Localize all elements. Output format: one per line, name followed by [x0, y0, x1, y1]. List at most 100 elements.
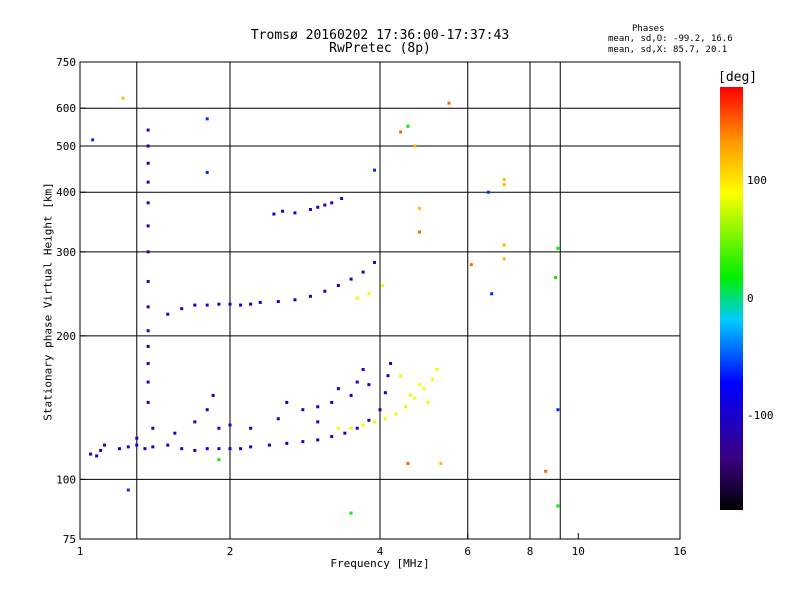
- data-point: [239, 303, 243, 307]
- x-tick-label: 1: [77, 545, 84, 558]
- data-point: [146, 128, 150, 132]
- data-point: [180, 307, 184, 311]
- data-point: [146, 400, 150, 404]
- data-point: [89, 452, 93, 456]
- data-point: [502, 257, 506, 261]
- data-point: [502, 183, 506, 187]
- data-point: [249, 445, 253, 449]
- colorbar-tick-label: 100: [747, 174, 767, 187]
- data-point: [349, 393, 353, 397]
- data-point: [193, 303, 197, 307]
- data-point: [447, 101, 451, 105]
- data-point: [272, 212, 276, 216]
- data-point: [435, 367, 439, 371]
- data-point: [502, 178, 506, 182]
- data-point: [413, 396, 417, 400]
- data-point: [146, 361, 150, 365]
- y-axis-label: Stationary phase Virtual Height [km]: [41, 182, 55, 421]
- x-tick-label: 8: [527, 545, 534, 558]
- data-point: [330, 400, 334, 404]
- data-point: [267, 443, 271, 447]
- data-point: [406, 461, 410, 465]
- data-point: [146, 329, 150, 333]
- y-tick-label: 300: [56, 246, 76, 259]
- data-point: [285, 400, 289, 404]
- data-point: [422, 387, 426, 391]
- data-point: [228, 302, 232, 306]
- data-point: [323, 289, 327, 293]
- y-tick-label: 500: [56, 140, 76, 153]
- data-point: [316, 420, 320, 424]
- data-point: [336, 387, 340, 391]
- data-point: [217, 458, 221, 462]
- data-point: [340, 197, 344, 201]
- data-point: [556, 408, 560, 412]
- x-tick-label: 4: [377, 545, 384, 558]
- data-point: [330, 201, 334, 205]
- data-point: [281, 209, 285, 213]
- data-point: [308, 207, 312, 211]
- x-tick-label: 10: [572, 545, 585, 558]
- data-point: [211, 393, 215, 397]
- y-tick-label: 75: [63, 533, 76, 546]
- data-point: [193, 420, 197, 424]
- y-tick-label: 100: [56, 473, 76, 486]
- data-point: [544, 469, 548, 473]
- data-point: [403, 405, 407, 409]
- data-point: [91, 138, 95, 142]
- x-axis-label: Frequency [MHz]: [330, 557, 430, 570]
- data-point: [323, 203, 327, 207]
- data-point: [217, 426, 221, 430]
- data-point: [316, 438, 320, 442]
- data-point: [293, 298, 297, 302]
- data-point: [381, 283, 385, 287]
- data-point: [417, 206, 421, 210]
- colorbar: [720, 87, 743, 510]
- data-point: [146, 250, 150, 254]
- data-point: [180, 447, 184, 451]
- data-point: [383, 391, 387, 395]
- stats-x-mode: mean, sd,X: 85.7, 20.1: [608, 45, 728, 55]
- chart-title: Tromsø 20160202 17:36:00-17:37:43: [250, 28, 510, 43]
- data-point: [249, 426, 253, 430]
- data-point: [103, 443, 107, 447]
- data-point: [95, 454, 99, 458]
- data-point: [146, 201, 150, 205]
- data-point: [469, 263, 473, 267]
- data-point: [205, 117, 209, 121]
- data-point: [146, 380, 150, 384]
- data-point: [258, 300, 262, 304]
- stats-header: Phases: [632, 24, 665, 34]
- data-point: [151, 426, 155, 430]
- data-point: [228, 423, 232, 427]
- data-point: [373, 168, 377, 172]
- data-point: [367, 418, 371, 422]
- data-point: [146, 161, 150, 165]
- data-point: [413, 144, 417, 148]
- data-point: [373, 260, 377, 264]
- data-point: [355, 296, 359, 300]
- data-point: [173, 431, 177, 435]
- data-point: [151, 445, 155, 449]
- stats-o-mode: mean, sd,O: -99.2, 16.6: [608, 34, 733, 44]
- data-point: [126, 445, 130, 449]
- x-tick-label: 16: [673, 545, 686, 558]
- data-point: [217, 302, 221, 306]
- data-point: [343, 431, 347, 435]
- y-tick-label: 600: [56, 102, 76, 115]
- data-point: [146, 144, 150, 148]
- data-point: [367, 383, 371, 387]
- data-point: [349, 511, 353, 515]
- data-point: [117, 447, 121, 451]
- data-point: [205, 447, 209, 451]
- y-tick-label: 750: [56, 56, 76, 69]
- data-point: [386, 374, 390, 378]
- data-point: [399, 374, 403, 378]
- data-point: [205, 303, 209, 307]
- data-point: [121, 96, 125, 100]
- data-point: [143, 447, 147, 451]
- data-point: [406, 124, 410, 128]
- data-point: [239, 447, 243, 451]
- data-point: [399, 130, 403, 134]
- data-point: [276, 417, 280, 421]
